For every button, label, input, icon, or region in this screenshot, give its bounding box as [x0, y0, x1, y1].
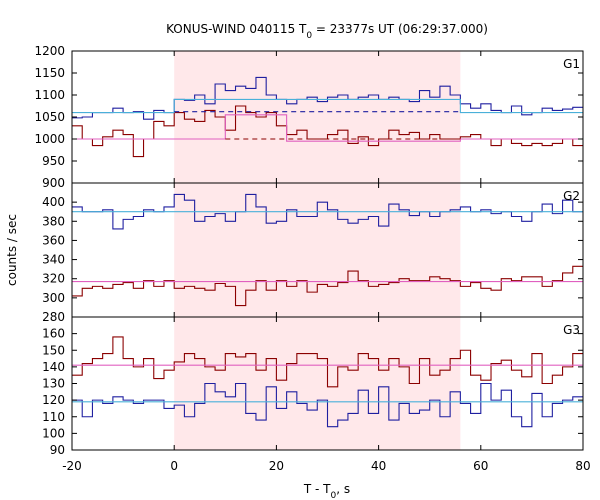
chart-title: KONUS-WIND 040115 T0 = 23377s UT (06:29:… — [166, 22, 488, 41]
histogram-g2-blue — [72, 193, 583, 230]
panel-label: G1 — [563, 57, 580, 71]
panel-label: G2 — [563, 189, 580, 203]
fit-level-g1-cyan — [72, 98, 583, 114]
y-tick-label: 120 — [42, 393, 65, 407]
y-tick-label: 300 — [42, 291, 65, 305]
y-tick-label: 380 — [42, 214, 65, 228]
x-tick-label: -20 — [62, 459, 82, 473]
histogram-g2-red — [72, 265, 583, 307]
histogram-g1-blue — [72, 76, 583, 120]
panel-g3 — [72, 336, 583, 428]
x-axis-label: T - T0, s — [303, 482, 350, 500]
y-tick-label: 90 — [50, 443, 65, 457]
histogram-g3-blue — [72, 382, 583, 428]
y-tick-label: 400 — [42, 195, 65, 209]
x-tick-label: 40 — [371, 459, 386, 473]
x-tick-label: 80 — [575, 459, 590, 473]
y-tick-label: 140 — [42, 360, 65, 374]
y-tick-label: 900 — [42, 176, 65, 190]
y-tick-label: 1050 — [34, 110, 65, 124]
x-tick-label: 0 — [170, 459, 178, 473]
y-tick-label: 320 — [42, 272, 65, 286]
histogram-g1-red — [72, 105, 583, 158]
y-tick-label: 1150 — [34, 66, 65, 80]
y-tick-label: 1000 — [34, 132, 65, 146]
panel-label: G3 — [563, 323, 580, 337]
y-tick-label: 280 — [42, 310, 65, 324]
x-tick-label: 20 — [269, 459, 284, 473]
y-tick-label: 100 — [42, 426, 65, 440]
y-tick-label: 160 — [42, 327, 65, 341]
shaded-interval — [174, 51, 461, 450]
y-tick-label: 1200 — [34, 44, 65, 58]
y-tick-label: 950 — [42, 154, 65, 168]
y-tick-label: 150 — [42, 343, 65, 357]
y-tick-label: 340 — [42, 253, 65, 267]
histogram-g3-red — [72, 336, 583, 388]
x-tick-label: 60 — [473, 459, 488, 473]
y-tick-label: 1100 — [34, 88, 65, 102]
panel-g1 — [72, 76, 583, 158]
y-axis-label: counts / sec — [5, 214, 19, 286]
y-tick-label: 110 — [42, 410, 65, 424]
panel-g2 — [72, 193, 583, 307]
y-tick-label: 360 — [42, 233, 65, 247]
y-tick-label: 130 — [42, 377, 65, 391]
